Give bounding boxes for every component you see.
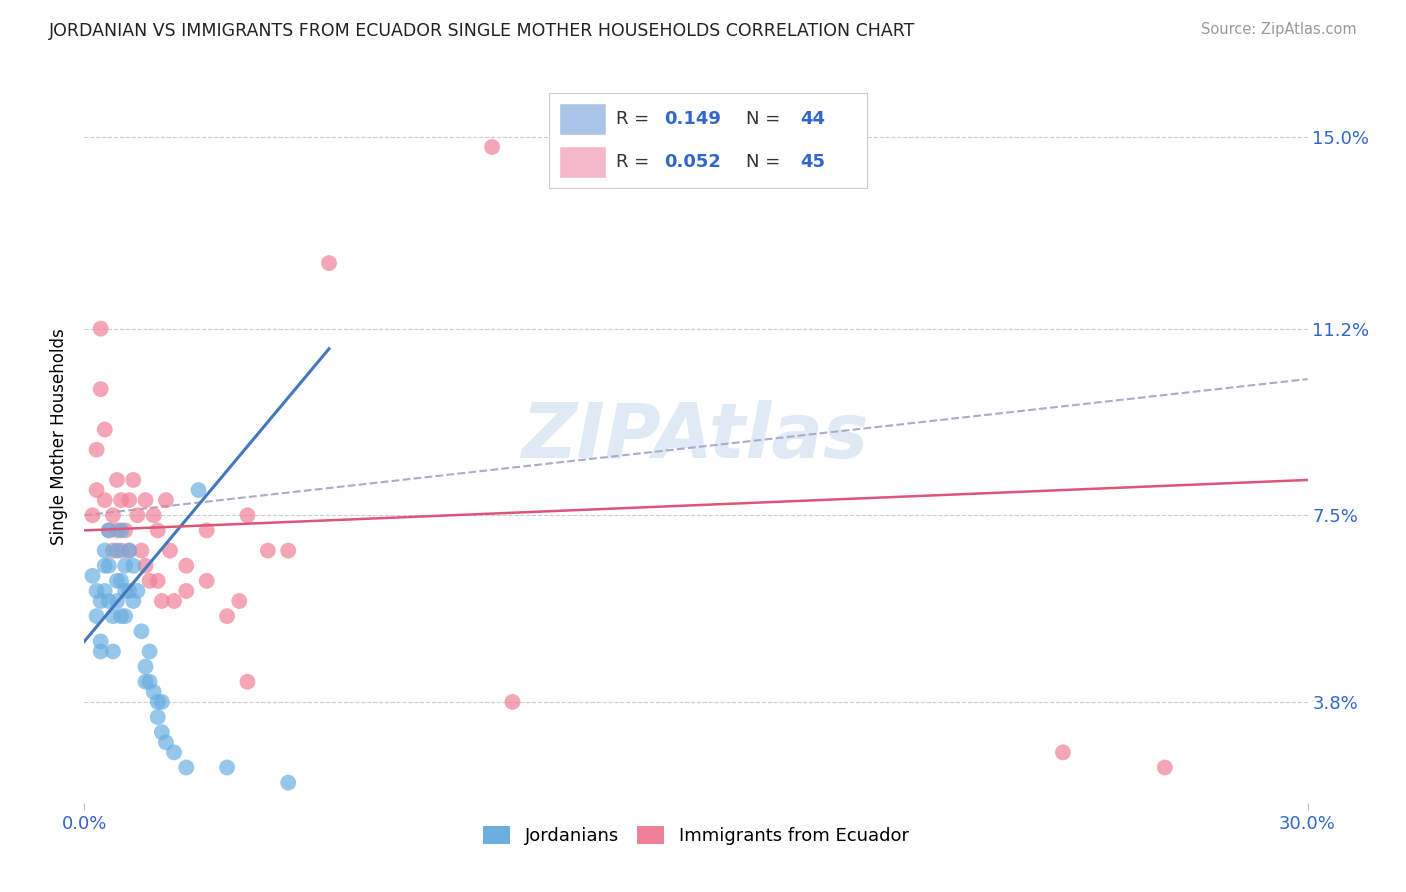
Point bbox=[502, 695, 524, 709]
Point bbox=[217, 760, 239, 774]
Point bbox=[481, 140, 503, 154]
Point bbox=[257, 543, 280, 558]
Point bbox=[118, 543, 141, 558]
Point bbox=[110, 493, 132, 508]
Point bbox=[146, 524, 169, 538]
Point bbox=[122, 594, 145, 608]
Point bbox=[86, 442, 108, 457]
Point bbox=[101, 644, 124, 658]
Point bbox=[159, 543, 181, 558]
Point bbox=[101, 543, 124, 558]
Point bbox=[82, 508, 104, 523]
Point bbox=[195, 524, 218, 538]
Point bbox=[101, 609, 124, 624]
Point bbox=[135, 558, 157, 573]
Point bbox=[127, 583, 149, 598]
Point bbox=[228, 594, 250, 608]
Point bbox=[114, 524, 136, 538]
Point bbox=[217, 609, 239, 624]
Point bbox=[135, 659, 157, 673]
Point bbox=[155, 493, 177, 508]
Point bbox=[174, 760, 197, 774]
Text: ZIPAtlas: ZIPAtlas bbox=[522, 401, 870, 474]
Point bbox=[146, 695, 169, 709]
Point bbox=[90, 382, 112, 396]
Point bbox=[318, 256, 340, 270]
Point bbox=[97, 524, 120, 538]
Point bbox=[105, 524, 128, 538]
Point bbox=[155, 735, 177, 749]
Point bbox=[86, 583, 108, 598]
Point bbox=[86, 483, 108, 497]
Point bbox=[146, 710, 169, 724]
Point bbox=[97, 524, 120, 538]
Point bbox=[101, 508, 124, 523]
Text: JORDANIAN VS IMMIGRANTS FROM ECUADOR SINGLE MOTHER HOUSEHOLDS CORRELATION CHART: JORDANIAN VS IMMIGRANTS FROM ECUADOR SIN… bbox=[49, 22, 915, 40]
Point bbox=[97, 558, 120, 573]
Point bbox=[142, 508, 165, 523]
Point bbox=[135, 674, 157, 689]
Text: Source: ZipAtlas.com: Source: ZipAtlas.com bbox=[1201, 22, 1357, 37]
Point bbox=[105, 543, 128, 558]
Point bbox=[135, 493, 157, 508]
Point bbox=[138, 644, 160, 658]
Point bbox=[174, 583, 197, 598]
Y-axis label: Single Mother Households: Single Mother Households bbox=[51, 329, 69, 545]
Point bbox=[90, 321, 112, 335]
Point bbox=[105, 473, 128, 487]
Point bbox=[1052, 745, 1074, 759]
Point bbox=[122, 558, 145, 573]
Point bbox=[122, 473, 145, 487]
Point bbox=[150, 725, 173, 739]
Point bbox=[138, 674, 160, 689]
Point bbox=[118, 493, 141, 508]
Point bbox=[118, 583, 141, 598]
Legend: Jordanians, Immigrants from Ecuador: Jordanians, Immigrants from Ecuador bbox=[477, 819, 915, 852]
Point bbox=[110, 609, 132, 624]
Point bbox=[236, 674, 259, 689]
Point bbox=[105, 594, 128, 608]
Point bbox=[114, 558, 136, 573]
Point bbox=[110, 543, 132, 558]
Point bbox=[97, 594, 120, 608]
Point bbox=[131, 624, 153, 639]
Point bbox=[110, 524, 132, 538]
Point bbox=[114, 609, 136, 624]
Point bbox=[146, 574, 169, 588]
Point bbox=[110, 574, 132, 588]
Point bbox=[90, 634, 112, 648]
Point bbox=[236, 508, 259, 523]
Point bbox=[90, 594, 112, 608]
Point bbox=[114, 583, 136, 598]
Point bbox=[127, 508, 149, 523]
Point bbox=[174, 558, 197, 573]
Point bbox=[105, 574, 128, 588]
Point bbox=[93, 558, 115, 573]
Point bbox=[277, 543, 299, 558]
Point bbox=[195, 574, 218, 588]
Point bbox=[82, 569, 104, 583]
Point bbox=[131, 543, 153, 558]
Point bbox=[93, 423, 115, 437]
Point bbox=[163, 594, 186, 608]
Point bbox=[142, 685, 165, 699]
Point bbox=[150, 695, 173, 709]
Point bbox=[93, 543, 115, 558]
Point bbox=[93, 583, 115, 598]
Point bbox=[86, 609, 108, 624]
Point bbox=[150, 594, 173, 608]
Point bbox=[118, 543, 141, 558]
Point bbox=[163, 745, 186, 759]
Point bbox=[90, 644, 112, 658]
Point bbox=[138, 574, 160, 588]
Point bbox=[1154, 760, 1177, 774]
Point bbox=[93, 493, 115, 508]
Point bbox=[187, 483, 209, 497]
Point bbox=[277, 775, 299, 789]
